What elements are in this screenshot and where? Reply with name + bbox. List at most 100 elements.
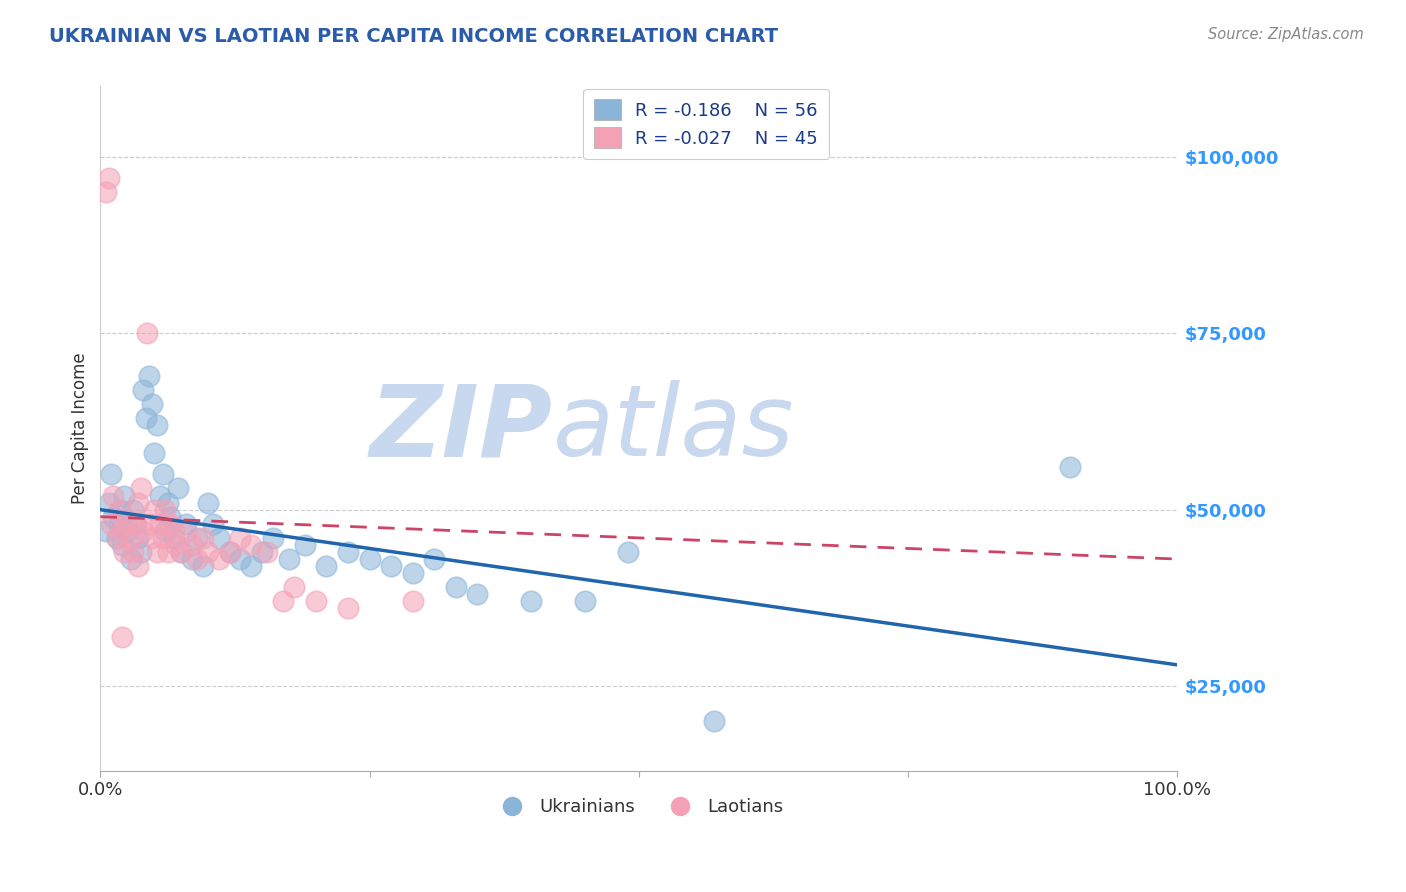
Legend: Ukrainians, Laotians: Ukrainians, Laotians (486, 791, 790, 823)
Point (315, 559, 337, 574)
Point (117, 524, 139, 538)
Point (170, 545, 193, 559)
Point (148, 516, 170, 531)
Text: ZIP: ZIP (370, 380, 553, 477)
Point (111, 630, 134, 644)
Point (121, 545, 143, 559)
Point (143, 446, 166, 460)
Point (256, 545, 278, 559)
Point (152, 467, 174, 482)
Point (139, 516, 162, 531)
Point (121, 502, 143, 516)
Point (153, 502, 176, 516)
Point (94, 524, 117, 538)
Point (117, 516, 139, 531)
Point (617, 545, 640, 559)
Point (380, 559, 402, 574)
Point (153, 524, 176, 538)
Point (152, 531, 174, 545)
Point (277, 552, 299, 566)
Point (250, 545, 273, 559)
Point (240, 538, 263, 552)
Point (148, 489, 170, 503)
Point (305, 594, 328, 608)
Point (127, 559, 149, 574)
Point (157, 545, 180, 559)
Point (162, 524, 184, 538)
Point (444, 580, 467, 594)
Point (294, 538, 316, 552)
Point (262, 531, 284, 545)
Point (112, 489, 135, 503)
Point (141, 531, 163, 545)
Point (103, 509, 125, 524)
Text: Source: ZipAtlas.com: Source: ZipAtlas.com (1208, 27, 1364, 42)
Point (186, 531, 208, 545)
Point (465, 587, 488, 601)
Point (111, 524, 134, 538)
Point (127, 531, 149, 545)
Point (176, 516, 198, 531)
Point (1059, 460, 1081, 475)
Point (108, 502, 131, 516)
Point (423, 552, 446, 566)
Point (176, 524, 198, 538)
Point (94, 185, 117, 199)
Point (111, 538, 134, 552)
Point (208, 552, 231, 566)
Point (337, 545, 360, 559)
Y-axis label: Per Capita Income: Per Capita Income (72, 352, 89, 504)
Point (124, 516, 146, 531)
Point (180, 538, 202, 552)
Point (132, 383, 155, 397)
Point (401, 566, 423, 581)
Point (120, 552, 142, 566)
Point (283, 580, 305, 594)
Point (129, 545, 152, 559)
Point (159, 509, 181, 524)
Point (574, 594, 596, 608)
Point (202, 516, 225, 531)
Point (103, 489, 125, 503)
Point (100, 516, 122, 531)
Point (229, 552, 252, 566)
Point (167, 482, 190, 496)
Point (165, 538, 187, 552)
Point (359, 552, 381, 566)
Point (229, 531, 252, 545)
Point (186, 552, 208, 566)
Point (170, 545, 193, 559)
Point (105, 531, 128, 545)
Point (208, 531, 231, 545)
Point (218, 545, 240, 559)
Point (138, 368, 160, 383)
Point (401, 594, 423, 608)
Point (180, 552, 202, 566)
Point (218, 545, 240, 559)
Point (98, 171, 121, 186)
Point (135, 411, 157, 425)
Point (105, 531, 128, 545)
Point (120, 531, 142, 545)
Point (520, 594, 543, 608)
Point (273, 594, 295, 608)
Text: atlas: atlas (553, 380, 794, 477)
Point (125, 516, 148, 531)
Point (112, 545, 135, 559)
Point (141, 397, 163, 411)
Point (143, 502, 166, 516)
Point (191, 559, 214, 574)
Point (100, 467, 122, 482)
Point (98, 495, 121, 509)
Point (146, 417, 169, 432)
Point (157, 495, 180, 509)
Point (159, 516, 181, 531)
Point (146, 545, 169, 559)
Point (703, 714, 725, 729)
Point (337, 601, 360, 615)
Point (127, 495, 149, 509)
Point (191, 531, 214, 545)
Point (240, 559, 263, 574)
Point (162, 531, 184, 545)
Point (129, 482, 152, 496)
